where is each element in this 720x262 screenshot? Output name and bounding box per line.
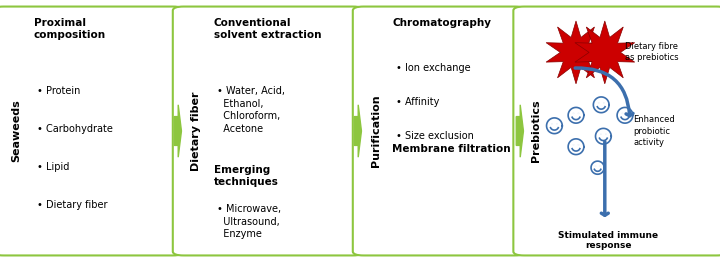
Text: Dietary fiber: Dietary fiber: [191, 91, 201, 171]
Text: Stimulated immune
response: Stimulated immune response: [558, 231, 659, 250]
Polygon shape: [546, 21, 606, 84]
Polygon shape: [174, 105, 181, 157]
FancyBboxPatch shape: [353, 7, 526, 255]
Text: Proximal
composition: Proximal composition: [34, 18, 106, 40]
Text: • Microwave,
  Ultrasound,
  Enzyme: • Microwave, Ultrasound, Enzyme: [217, 204, 282, 239]
Polygon shape: [354, 105, 361, 157]
Text: • Water, Acid,
  Ethanol,
  Chloroform,
  Acetone: • Water, Acid, Ethanol, Chloroform, Acet…: [217, 86, 285, 134]
Text: • Lipid: • Lipid: [37, 162, 70, 172]
FancyBboxPatch shape: [0, 7, 184, 255]
Text: Seaweeds: Seaweeds: [11, 100, 21, 162]
Text: Dietary fibre
as prebiotics: Dietary fibre as prebiotics: [625, 42, 678, 62]
Text: Conventional
solvent extraction: Conventional solvent extraction: [214, 18, 321, 40]
FancyBboxPatch shape: [513, 7, 720, 255]
Text: • Affinity: • Affinity: [396, 97, 439, 107]
Text: • Dietary fiber: • Dietary fiber: [37, 200, 108, 210]
Text: • Ion exchange: • Ion exchange: [396, 63, 471, 73]
Polygon shape: [575, 21, 635, 84]
Text: • Carbohydrate: • Carbohydrate: [37, 124, 113, 134]
FancyBboxPatch shape: [173, 7, 364, 255]
Text: Chromatography: Chromatography: [392, 18, 492, 28]
Text: Prebiotics: Prebiotics: [531, 100, 541, 162]
Text: Purification: Purification: [371, 95, 381, 167]
Polygon shape: [516, 105, 523, 157]
Text: • Size exclusion: • Size exclusion: [396, 131, 474, 141]
Text: Enhanced
probiotic
activity: Enhanced probiotic activity: [634, 115, 675, 147]
Text: Emerging
techniques: Emerging techniques: [214, 165, 279, 187]
Text: • Protein: • Protein: [37, 86, 81, 96]
Text: Membrane filtration: Membrane filtration: [392, 144, 511, 154]
